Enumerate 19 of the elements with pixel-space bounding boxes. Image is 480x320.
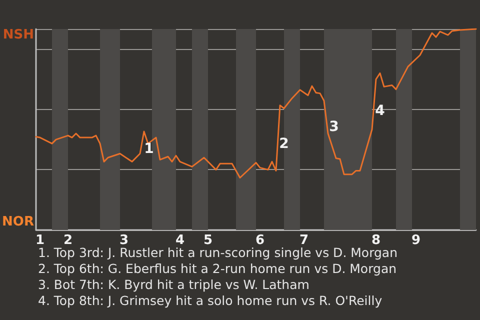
annotation: 2 (279, 136, 289, 152)
annotation: 3 (329, 119, 339, 135)
x-tick-label: 1 (35, 233, 45, 248)
text: NOR (2, 214, 34, 230)
text: NSH (2, 28, 34, 42)
x-tick-label: 9 (411, 233, 421, 248)
x-tick-label: 4 (175, 233, 185, 248)
annotation: 4 (375, 103, 386, 119)
x-tick-label: 7 (299, 233, 309, 248)
x-tick-label: 6 (255, 233, 265, 248)
x-tick-label: 8 (371, 233, 381, 248)
text: 1. Top 3rd: J. Rustler hit a run-scoring single vs D. Morgan (38, 245, 398, 260)
text: 3. Bot 7th: K. Byrd hit a triple vs W. Latham (38, 277, 310, 292)
text: 2. Top 6th: G. Eberflus hit a 2-run home run vs D. Morgan (38, 261, 397, 276)
annotation: 1 (144, 141, 154, 157)
text: 4. Top 8th: J. Grimsey hit a solo home run vs R. O'Reilly (38, 293, 383, 308)
x-tick-label: 5 (203, 233, 213, 248)
x-tick-label: 2 (63, 233, 73, 248)
x-tick-label: 3 (119, 233, 129, 248)
